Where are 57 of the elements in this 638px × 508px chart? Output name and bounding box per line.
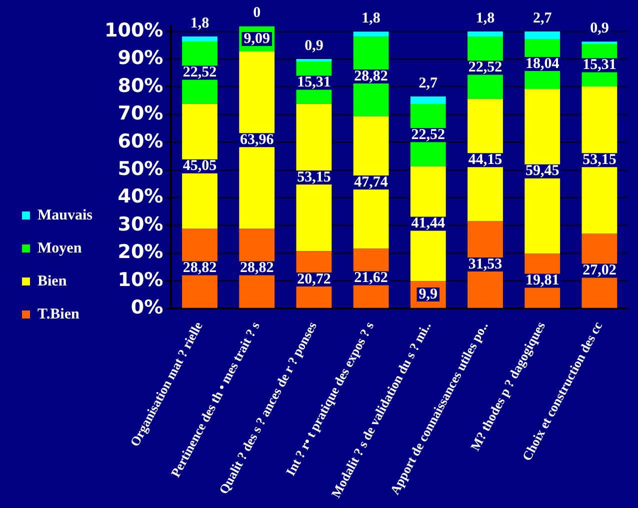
text: 47,74 xyxy=(354,174,388,190)
text: 53,15 xyxy=(297,169,331,186)
bar xyxy=(353,32,389,37)
y-tick-label: 20% xyxy=(118,241,164,264)
text: 63,96 xyxy=(240,132,274,148)
y-tick-label: 10% xyxy=(118,268,164,291)
text: 20,72 xyxy=(297,271,331,288)
bar xyxy=(296,59,332,62)
text: 2,7 xyxy=(418,75,438,92)
text: 53,15 xyxy=(582,152,616,168)
bar xyxy=(239,52,275,229)
y-tick-label: 0% xyxy=(130,296,164,318)
y-tick-label: 40% xyxy=(118,186,164,208)
legend-label: T.Bien xyxy=(38,306,80,322)
text: 41,44 xyxy=(411,216,446,232)
text: 0,9 xyxy=(304,38,324,54)
legend-label: Bien xyxy=(38,273,68,290)
y-tick-label: 50% xyxy=(118,158,164,180)
text: 22,52 xyxy=(411,127,446,144)
text: 45,05 xyxy=(182,158,217,174)
text: 59,45 xyxy=(525,163,560,180)
y-tick-label: 100% xyxy=(104,19,164,42)
text: 2,7 xyxy=(532,10,552,26)
text: 44,15 xyxy=(468,152,502,168)
bar xyxy=(468,32,503,37)
bar xyxy=(182,36,218,42)
text: 18,04 xyxy=(525,56,560,72)
text: 15,31 xyxy=(582,57,616,74)
text: 15,31 xyxy=(297,74,331,91)
text: 0 xyxy=(253,5,261,22)
y-tick-label: 60% xyxy=(118,130,164,152)
text: 28,82 xyxy=(354,68,388,84)
text: 27,02 xyxy=(582,262,616,279)
bar xyxy=(524,32,560,40)
text: 19,81 xyxy=(525,272,560,289)
y-tick-label: 30% xyxy=(118,213,164,236)
text: 9,09 xyxy=(244,30,270,47)
text: 0,9 xyxy=(590,20,609,36)
y-tick-label: 70% xyxy=(118,102,164,125)
legend-label: Moyen xyxy=(38,240,82,256)
bar xyxy=(410,96,446,104)
text: 28,82 xyxy=(240,260,274,276)
bar xyxy=(582,86,618,234)
text: 28,82 xyxy=(182,260,217,276)
text: 1,8 xyxy=(190,15,210,32)
text: 22,52 xyxy=(182,64,217,81)
text: 1,8 xyxy=(362,10,380,26)
bar xyxy=(582,42,618,44)
y-tick-label: 80% xyxy=(118,74,164,97)
bar xyxy=(524,88,560,254)
text: 9,9 xyxy=(418,286,438,302)
text: 1,8 xyxy=(476,10,495,26)
text: 31,53 xyxy=(468,256,502,272)
text: 22,52 xyxy=(468,60,502,76)
y-tick-label: 90% xyxy=(118,47,164,70)
text: 21,62 xyxy=(354,270,388,286)
legend-label: Mauvais xyxy=(38,207,93,224)
